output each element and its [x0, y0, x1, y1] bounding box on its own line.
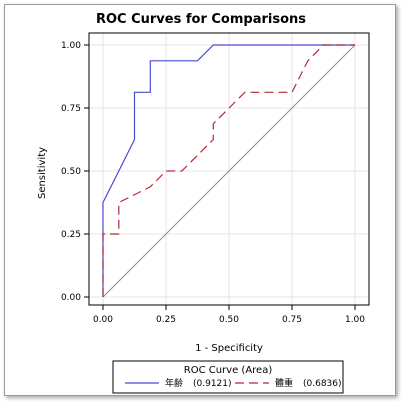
- x-tick-label: 1.00: [345, 315, 365, 325]
- x-tick-label: 0.25: [156, 315, 176, 325]
- legend-series-name: 體重: [275, 377, 293, 389]
- axis-ticks: 0.00 0.25 0.50 0.75 1.00 0.00 0.25 0.50 0.75 1.00: [61, 41, 365, 325]
- chart-frame: ROC Curves for Comparisons 0.00 0.25 0.50 0…: [4, 4, 396, 396]
- legend-series-area: (0.9121): [193, 379, 232, 389]
- legend-box: [112, 360, 344, 394]
- x-tick-label: 0.00: [93, 315, 113, 325]
- roc-line-series-0: [102, 44, 355, 297]
- legend-series-area: (0.6836): [303, 379, 342, 389]
- y-tick-label: 0.75: [61, 104, 81, 114]
- x-tick-label: 0.50: [219, 315, 239, 325]
- y-tick-label: 1.00: [61, 41, 81, 51]
- legend: ROC Curve (Area) 年齢 (0.9121) 體重 (0.6836): [112, 360, 344, 394]
- y-tick-label: 0.00: [61, 293, 81, 303]
- legend-series-name: 年齢: [165, 377, 183, 389]
- legend-title: ROC Curve (Area): [184, 365, 273, 376]
- x-axis-label: 1 - Specificity: [195, 343, 263, 354]
- x-tick-label: 0.75: [282, 315, 302, 325]
- y-tick-label: 0.50: [61, 167, 81, 177]
- grid-lines: [89, 33, 369, 305]
- legend-items: 年齢 (0.9121) 體重 (0.6836): [125, 377, 342, 389]
- y-axis-label: Sensitivity: [37, 147, 48, 199]
- roc-chart: ROC Curves for Comparisons 0.00 0.25 0.50 0…: [37, 12, 370, 394]
- reference-diagonal-line: [102, 44, 356, 298]
- series-lines: [102, 44, 356, 298]
- y-tick-label: 0.25: [61, 230, 81, 240]
- chart-title: ROC Curves for Comparisons: [96, 12, 306, 27]
- roc-line-series-1: [102, 44, 355, 297]
